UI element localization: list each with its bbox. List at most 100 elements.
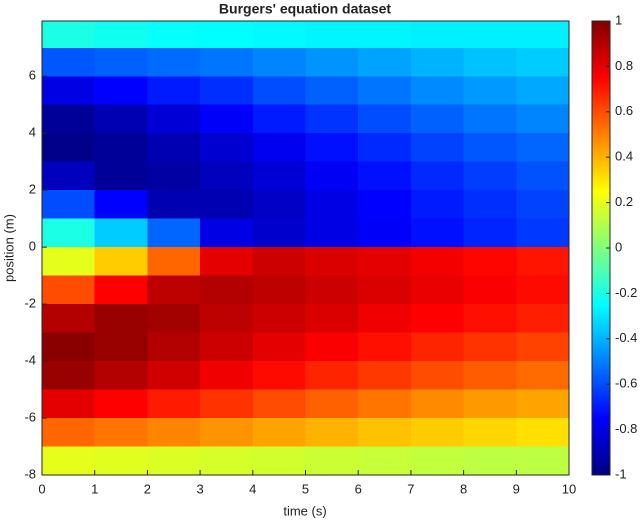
heatmap-cell bbox=[463, 21, 517, 49]
heatmap-cell bbox=[200, 418, 254, 448]
heatmap-cell bbox=[358, 332, 412, 362]
heatmap-cell bbox=[358, 47, 412, 77]
colorbar-tick-label: -0.6 bbox=[615, 376, 637, 391]
heatmap-cell bbox=[94, 133, 148, 163]
y-tick-label: 2 bbox=[29, 182, 36, 197]
heatmap-cell bbox=[410, 133, 465, 163]
heatmap-cell bbox=[463, 304, 517, 334]
heatmap-cell bbox=[147, 304, 201, 334]
heatmap-cell bbox=[516, 332, 569, 362]
heatmap-cell bbox=[252, 275, 307, 305]
heatmap-cell bbox=[94, 332, 148, 362]
heatmap-cell bbox=[516, 161, 569, 191]
heatmap-cell bbox=[147, 275, 201, 305]
x-tick-label: 9 bbox=[513, 481, 520, 496]
heatmap-cell bbox=[147, 389, 201, 419]
colorbar-tick-label: 0.8 bbox=[615, 58, 633, 73]
heatmap-cell bbox=[200, 275, 254, 305]
heatmap-cell bbox=[463, 389, 517, 419]
heatmap-cell bbox=[42, 332, 96, 362]
heatmap-cell bbox=[200, 304, 254, 334]
heatmap-cell bbox=[305, 21, 359, 49]
y-tick-label: 4 bbox=[29, 125, 36, 140]
heatmap-cell bbox=[358, 21, 412, 49]
heatmap-cell bbox=[305, 389, 359, 419]
heatmap-cell bbox=[252, 104, 307, 134]
heatmap-cell bbox=[252, 218, 307, 248]
heatmap-cell bbox=[42, 389, 96, 419]
x-tick-label: 4 bbox=[249, 481, 256, 496]
heatmap-cell bbox=[42, 418, 96, 448]
heatmap-cell bbox=[305, 76, 359, 106]
heatmap-cell bbox=[463, 446, 517, 475]
heatmap-cell bbox=[147, 247, 201, 277]
heatmap-cell bbox=[305, 190, 359, 220]
y-tick-label: -6 bbox=[24, 409, 36, 424]
heatmap-cell bbox=[410, 190, 465, 220]
x-tick-label: 6 bbox=[355, 481, 362, 496]
heatmap-cell bbox=[305, 47, 359, 77]
heatmap-cell bbox=[147, 133, 201, 163]
colorbar-tick-label: -0.2 bbox=[615, 285, 637, 300]
heatmap-cell bbox=[410, 47, 465, 77]
heatmap-cell bbox=[42, 218, 96, 248]
heatmap-cell bbox=[42, 161, 96, 191]
heatmap-cell bbox=[200, 446, 254, 475]
heatmap-cell bbox=[147, 104, 201, 134]
heatmap-cell bbox=[42, 76, 96, 106]
x-tick-label: 1 bbox=[91, 481, 98, 496]
heatmap-cell bbox=[200, 104, 254, 134]
heatmap-cell bbox=[463, 190, 517, 220]
heatmap-cell bbox=[305, 133, 359, 163]
heatmap-cell bbox=[305, 275, 359, 305]
heatmap-cell bbox=[94, 446, 148, 475]
heatmap-cell bbox=[252, 161, 307, 191]
x-tick-label: 2 bbox=[144, 481, 151, 496]
heatmap-cell bbox=[358, 361, 412, 391]
y-tick-label: -8 bbox=[24, 466, 36, 481]
x-tick-label: 3 bbox=[196, 481, 203, 496]
heatmap-cell bbox=[252, 190, 307, 220]
heatmap-cell bbox=[463, 133, 517, 163]
heatmap-cell bbox=[94, 361, 148, 391]
heatmap-cell bbox=[305, 361, 359, 391]
heatmap-cell bbox=[358, 161, 412, 191]
heatmap-cell bbox=[147, 161, 201, 191]
x-tick-label: 8 bbox=[460, 481, 467, 496]
heatmap-cell bbox=[410, 247, 465, 277]
heatmap-cell bbox=[516, 247, 569, 277]
heatmap-cell bbox=[252, 446, 307, 475]
heatmap-cell bbox=[410, 275, 465, 305]
y-tick-label: -2 bbox=[24, 296, 36, 311]
heatmap-cell bbox=[516, 133, 569, 163]
heatmap-cell bbox=[410, 361, 465, 391]
heatmap-cell bbox=[200, 247, 254, 277]
heatmap-cell bbox=[252, 389, 307, 419]
heatmap-cell bbox=[516, 446, 569, 475]
x-tick-label: 0 bbox=[38, 481, 45, 496]
heatmap-cell bbox=[200, 218, 254, 248]
heatmap-cell bbox=[147, 190, 201, 220]
heatmap-cell bbox=[252, 304, 307, 334]
heatmap-cell bbox=[463, 104, 517, 134]
heatmap-cell bbox=[516, 76, 569, 106]
heatmap-cell bbox=[410, 218, 465, 248]
heatmap-cell bbox=[516, 418, 569, 448]
heatmap-cell bbox=[42, 361, 96, 391]
heatmap-cell bbox=[516, 275, 569, 305]
heatmap-cell bbox=[358, 304, 412, 334]
heatmap-cell bbox=[358, 133, 412, 163]
heatmap-cell bbox=[94, 76, 148, 106]
heatmap-cell bbox=[147, 332, 201, 362]
heatmap-cell bbox=[147, 446, 201, 475]
heatmap-cell bbox=[252, 133, 307, 163]
heatmap-cell bbox=[305, 161, 359, 191]
heatmap-cell bbox=[410, 389, 465, 419]
heatmap-cell bbox=[516, 104, 569, 134]
heatmap-cell bbox=[358, 76, 412, 106]
heatmap-cell bbox=[147, 76, 201, 106]
heatmap-cell bbox=[410, 332, 465, 362]
heatmap-cell bbox=[200, 21, 254, 49]
heatmap-cell bbox=[305, 332, 359, 362]
heatmap-cell bbox=[252, 332, 307, 362]
